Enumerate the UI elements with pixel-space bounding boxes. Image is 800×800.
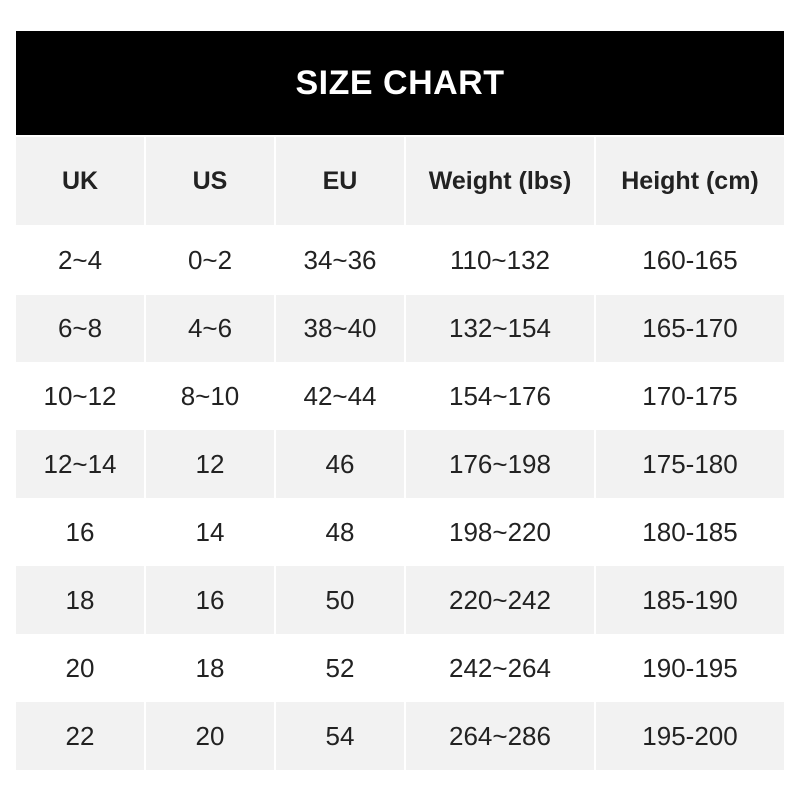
table-cell: 264~286: [406, 702, 594, 770]
table-cell: 170-175: [642, 380, 738, 411]
table-cell: 20: [65, 652, 95, 683]
table-cell: 160-165: [642, 244, 738, 275]
table-cell: 12~14: [16, 430, 144, 498]
table-cell: 242~264: [449, 652, 551, 683]
table-cell: 220~242: [406, 566, 594, 634]
table-cell: 132~154: [406, 295, 594, 362]
table-cell: 50: [276, 566, 404, 634]
table-cell: 0~2: [187, 244, 233, 275]
table-cell: 22: [16, 702, 144, 770]
table-cell: 14: [195, 516, 225, 547]
table-cell: 165-170: [596, 295, 784, 362]
size-chart-title: SIZE CHART: [16, 31, 784, 135]
table-cell: 54: [276, 702, 404, 770]
table-cell: 48: [325, 516, 355, 547]
size-chart-table: UK US EU Weight (lbs) Height (cm) 2~4 0~2 34~36…: [16, 137, 784, 770]
table-cell: 10~12: [43, 380, 117, 411]
table-cell: 16: [146, 566, 274, 634]
table-cell: 20: [146, 702, 274, 770]
table-cell: 4~6: [146, 295, 274, 362]
table-cell: 12: [146, 430, 274, 498]
table-cell: 2~4: [57, 244, 103, 275]
table-cell: 198~220: [449, 516, 551, 547]
column-header: US: [146, 137, 274, 225]
table-cell: 195-200: [596, 702, 784, 770]
table-cell: 46: [276, 430, 404, 498]
table-cell: 52: [325, 652, 355, 683]
table-cell: 38~40: [276, 295, 404, 362]
table-cell: 176~198: [406, 430, 594, 498]
table-cell: 154~176: [449, 380, 551, 411]
table-cell: 42~44: [303, 380, 377, 411]
table-cell: 110~132: [449, 244, 550, 275]
table-cell: 16: [65, 516, 95, 547]
table-cell: 8~10: [180, 380, 240, 411]
table-cell: 18: [16, 566, 144, 634]
table-cell: 18: [195, 652, 225, 683]
table-cell: 180-185: [642, 516, 738, 547]
table-cell: 185-190: [596, 566, 784, 634]
table-cell: 6~8: [16, 295, 144, 362]
table-cell: 190-195: [642, 652, 738, 683]
column-header: EU: [276, 137, 404, 225]
column-header: Height (cm): [596, 137, 784, 225]
column-header: Weight (lbs): [406, 137, 594, 225]
table-cell: 34~36: [303, 244, 377, 275]
column-header: UK: [16, 137, 144, 225]
table-cell: 175-180: [596, 430, 784, 498]
